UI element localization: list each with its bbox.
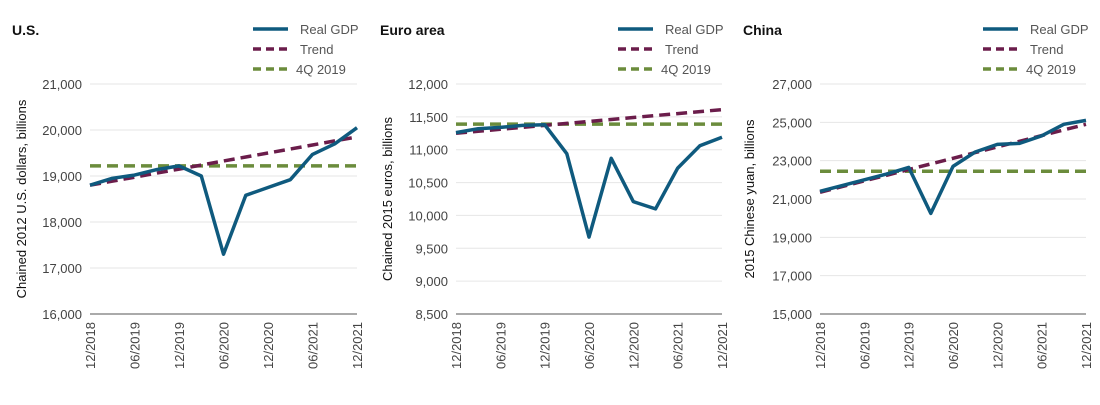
y-tick-label: 21,000 [42, 77, 82, 92]
series-line-trend [89, 135, 358, 187]
series-line-real-gdp [89, 126, 359, 256]
y-tick-label: 11,000 [409, 143, 448, 158]
y-tick-label: 17,000 [772, 269, 812, 284]
y-tick-label: 18,000 [42, 215, 82, 230]
y-axis-label: Chained 2012 U.S. dollars, billions [14, 99, 29, 298]
legend-label: Trend [300, 42, 333, 57]
x-tick-label: 06/2021 [306, 322, 321, 369]
x-tick-label: 12/2020 [261, 322, 276, 369]
series-line-trend [455, 107, 723, 136]
y-tick-label: 23,000 [772, 154, 812, 169]
x-tick-label: 06/2019 [128, 322, 143, 369]
y-tick-label: 19,000 [42, 169, 82, 184]
legend-label: Trend [665, 42, 698, 57]
y-tick-label: 16,000 [42, 307, 82, 322]
x-tick-label: 12/2020 [990, 322, 1005, 369]
x-tick-label: 12/2020 [626, 322, 641, 369]
y-axis-label: 2015 Chinese yuan, billions [742, 119, 757, 278]
legend-label: Real GDP [300, 22, 359, 37]
x-tick-label: 12/2021 [1079, 322, 1094, 369]
x-tick-label: 06/2020 [217, 322, 232, 369]
x-tick-label: 06/2021 [671, 322, 686, 369]
legend-label: Trend [1030, 42, 1063, 57]
x-tick-label: 06/2019 [857, 322, 872, 369]
y-tick-label: 10,000 [408, 208, 448, 223]
x-tick-label: 12/2021 [715, 322, 730, 369]
x-tick-label: 06/2019 [493, 322, 508, 369]
legend-label: Real GDP [665, 22, 724, 37]
legend-label: 4Q 2019 [1026, 62, 1076, 77]
y-tick-label: 8,500 [415, 307, 448, 322]
y-tick-label: 12,000 [408, 77, 448, 92]
y-tick-label: 27,000 [772, 77, 812, 92]
chart-title: Euro area [380, 22, 445, 38]
legend-label: Real GDP [1030, 22, 1089, 37]
chart-title: China [743, 22, 782, 38]
y-axis-label: Chained 2015 euros, billions [380, 116, 395, 281]
chart-title: U.S. [12, 22, 39, 38]
x-tick-label: 12/2018 [449, 322, 464, 369]
y-tick-label: 25,000 [772, 115, 812, 130]
legend-label: 4Q 2019 [296, 62, 346, 77]
x-tick-label: 12/2021 [350, 322, 365, 369]
y-tick-label: 21,000 [772, 192, 812, 207]
y-tick-label: 19,000 [772, 230, 812, 245]
x-tick-label: 12/2019 [902, 322, 917, 369]
y-tick-label: 9,500 [415, 241, 448, 256]
legend-label: 4Q 2019 [661, 62, 711, 77]
x-tick-label: 12/2019 [172, 322, 187, 369]
y-tick-label: 9,000 [415, 274, 448, 289]
x-tick-label: 06/2020 [582, 322, 597, 369]
series-line-real-gdp [819, 118, 1087, 216]
y-tick-label: 10,500 [408, 176, 448, 191]
x-tick-label: 12/2019 [538, 322, 553, 369]
y-tick-label: 17,000 [42, 261, 82, 276]
y-tick-label: 20,000 [42, 123, 82, 138]
y-tick-label: 15,000 [772, 307, 812, 322]
series-line-real-gdp [455, 122, 723, 239]
x-tick-label: 12/2018 [813, 322, 828, 369]
x-tick-label: 12/2018 [83, 322, 98, 369]
x-tick-label: 06/2020 [946, 322, 961, 369]
y-tick-label: 11,500 [409, 110, 448, 125]
x-tick-label: 06/2021 [1035, 322, 1050, 369]
